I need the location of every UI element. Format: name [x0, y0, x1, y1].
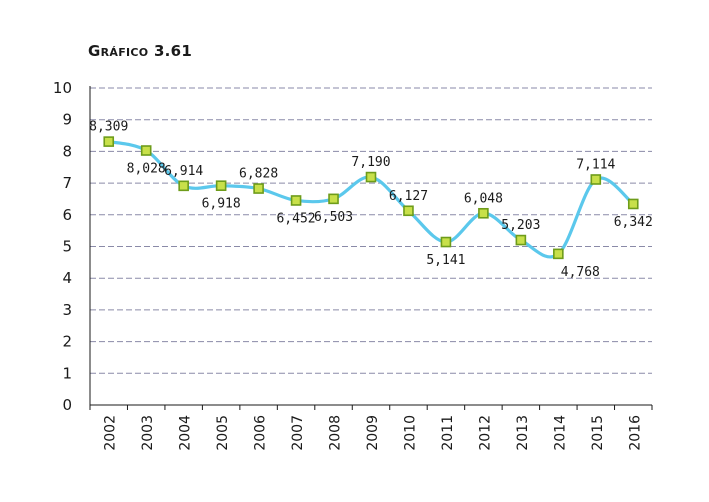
- data-point-2002: [103, 136, 115, 147]
- y-axis-tick-labels: 0 1 2 3 4 5 6 7 8 9 10: [53, 79, 72, 414]
- y-tick-label-4: 4: [62, 269, 72, 287]
- x-axis-tick-labels: 2002 2003 2004 2005 2006 2007 2008 2009 2010 2011…: [103, 415, 644, 451]
- data-point-2005: [215, 180, 227, 191]
- x-tick-label-2016: 2016: [627, 415, 643, 451]
- data-point-2008: [328, 193, 339, 205]
- x-tick-label-2010: 2010: [402, 415, 418, 451]
- data-markers: [103, 136, 639, 260]
- y-tick-label-7: 7: [62, 174, 72, 192]
- y-tick-label-0: 0: [62, 396, 72, 414]
- y-tick-label-10: 10: [53, 79, 72, 97]
- x-tick-label-2014: 2014: [552, 415, 568, 451]
- chart-title: Gráfico 3.61: [88, 42, 193, 60]
- x-tick-label-2013: 2013: [515, 415, 531, 451]
- data-label-2015: 7,114: [576, 157, 615, 172]
- data-label-2013: 5,203: [501, 218, 540, 233]
- y-tick-label-5: 5: [62, 238, 72, 256]
- data-label-2012: 6,048: [464, 191, 503, 206]
- data-point-2011: [440, 236, 452, 248]
- y-tick-label-3: 3: [62, 301, 72, 319]
- axes: [89, 86, 653, 410]
- data-label-2004: 6,914: [164, 164, 203, 179]
- data-point-2014: [553, 248, 564, 260]
- data-label-2009: 7,190: [351, 155, 390, 170]
- data-label-2010: 6,127: [389, 189, 428, 204]
- x-tick-label-2012: 2012: [477, 415, 493, 451]
- x-tick-label-2002: 2002: [103, 415, 119, 451]
- x-tick-label-2006: 2006: [253, 415, 269, 451]
- data-label-2008: 6,503: [314, 210, 353, 225]
- data-point-2009: [365, 171, 377, 183]
- y-tick-label-6: 6: [62, 206, 72, 224]
- data-point-2015: [590, 174, 602, 185]
- data-point-2016: [627, 198, 639, 210]
- data-label-2006: 6,828: [239, 167, 278, 182]
- x-tick-label-2003: 2003: [140, 415, 156, 451]
- y-tick-label-2: 2: [62, 333, 72, 351]
- x-tick-label-2004: 2004: [178, 415, 194, 451]
- y-tick-label-8: 8: [62, 142, 72, 160]
- data-point-2007: [290, 195, 302, 206]
- x-tick-label-2009: 2009: [365, 415, 381, 451]
- data-label-2011: 5,141: [426, 253, 465, 268]
- data-point-2012: [478, 207, 489, 219]
- data-point-2013: [515, 234, 527, 246]
- data-point-2010: [403, 205, 414, 217]
- data-point-2006: [253, 183, 264, 194]
- data-label-2014: 4,768: [561, 265, 600, 280]
- x-tick-label-2011: 2011: [440, 415, 456, 451]
- data-label-2003: 8,028: [127, 162, 166, 177]
- data-point-2004: [178, 180, 189, 192]
- y-tick-label-9: 9: [62, 111, 72, 129]
- data-label-2016: 6,342: [614, 215, 653, 230]
- data-label-2002: 8,309: [89, 120, 128, 135]
- y-tick-label-1: 1: [62, 364, 72, 382]
- data-point-2003: [140, 145, 152, 156]
- x-tick-label-2015: 2015: [590, 415, 606, 451]
- data-label-2005: 6,918: [202, 197, 241, 212]
- x-tick-label-2005: 2005: [215, 415, 231, 451]
- grid-lines: [90, 87, 652, 374]
- data-label-2007: 6,452: [276, 211, 315, 226]
- x-tick-label-2007: 2007: [290, 415, 306, 451]
- x-tick-label-2008: 2008: [328, 415, 344, 451]
